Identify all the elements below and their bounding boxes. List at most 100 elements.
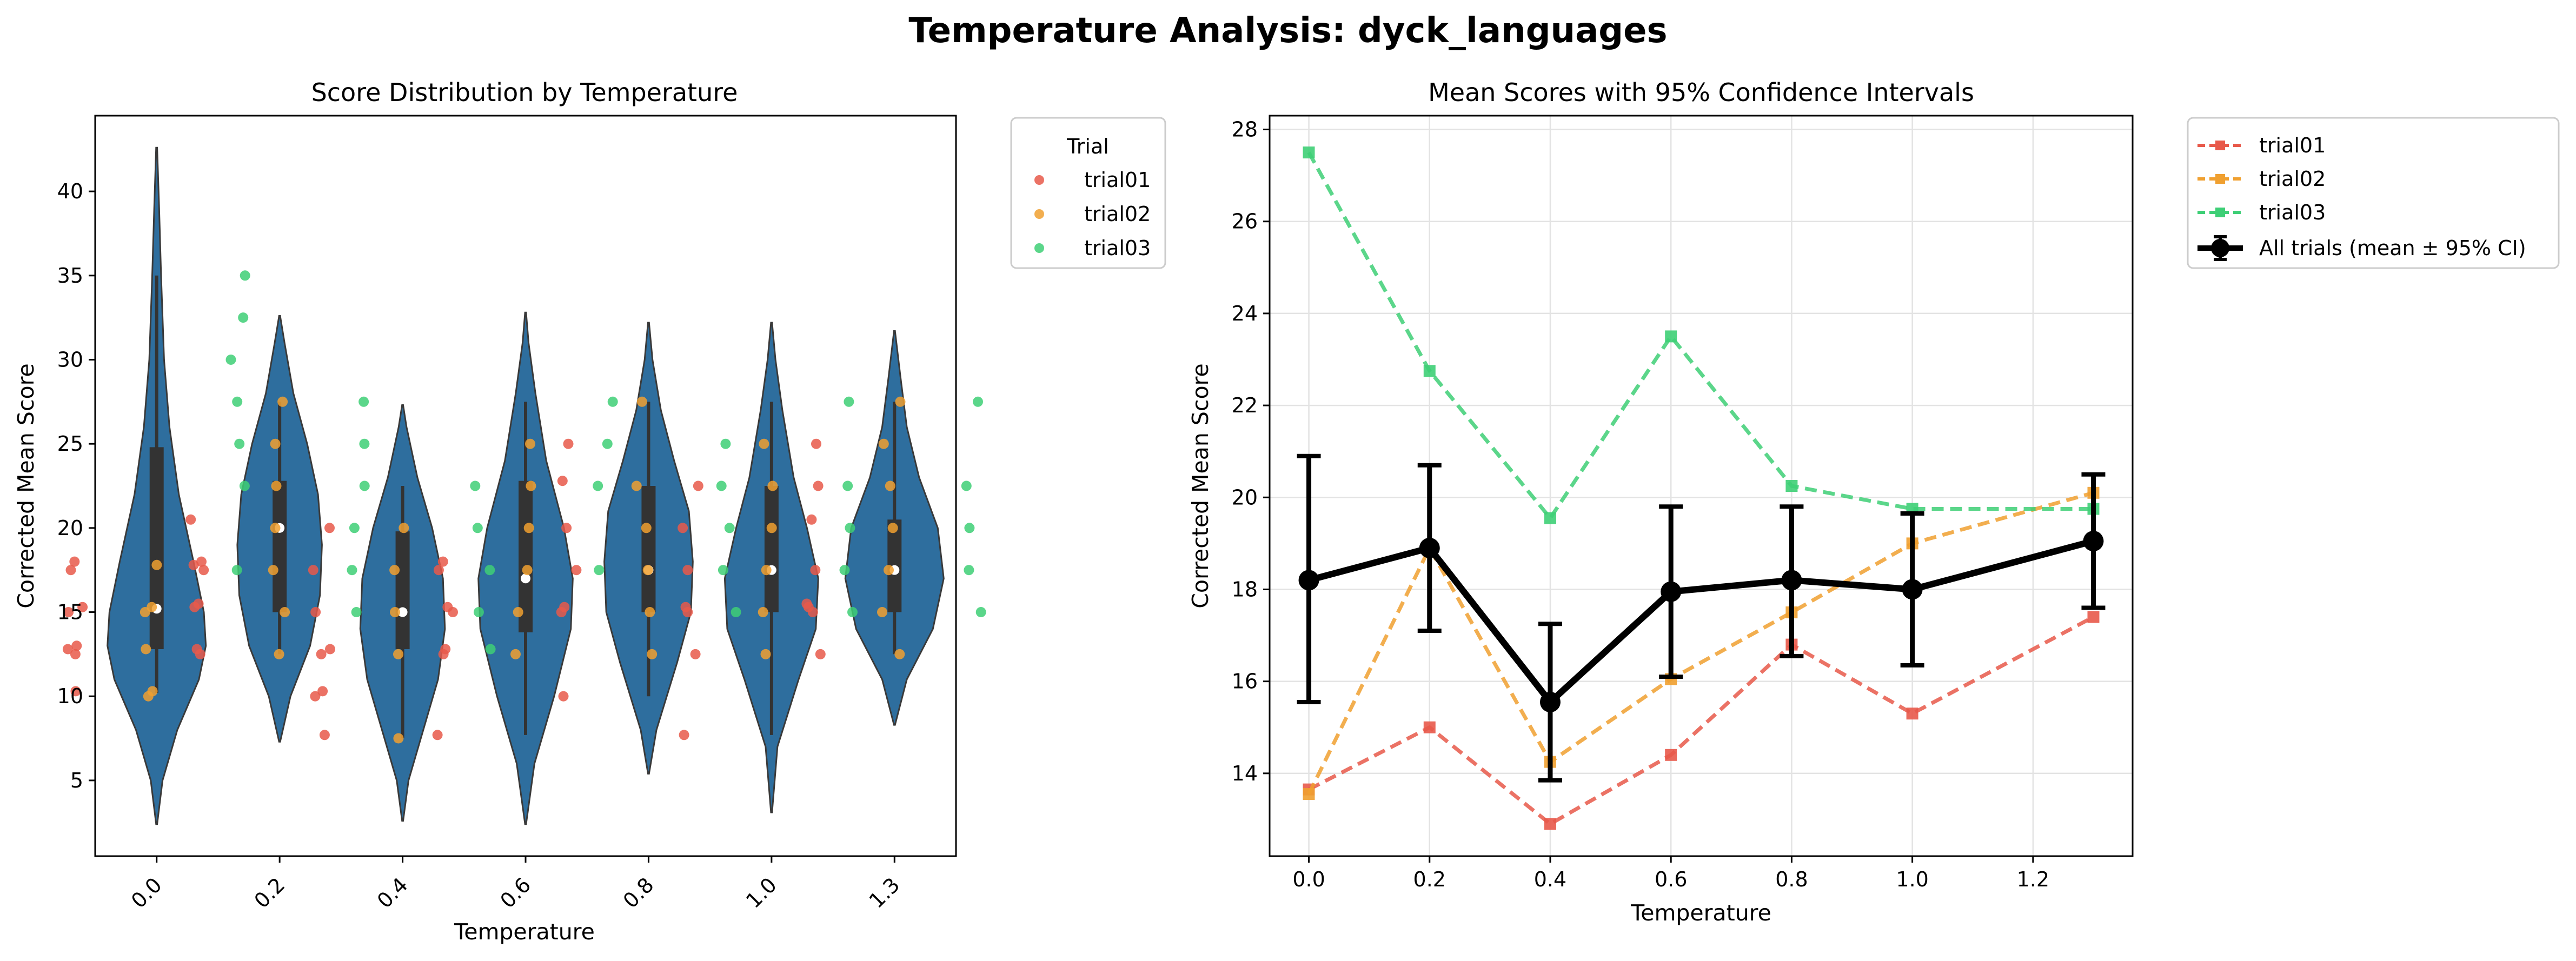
strip-point-trial01 [63,607,74,617]
strip-point-trial02 [147,602,157,612]
strip-point-trial01 [71,640,82,651]
strip-point-trial03 [351,607,362,617]
strip-point-trial02 [631,480,642,491]
aggregate-line [1307,538,2095,705]
strip-point-trial01 [196,556,207,567]
violin-iqr-box [273,480,287,612]
strip-point-trial03 [718,565,728,576]
legend-trial03-label: trial03 [1084,236,1151,260]
strip-point-trial01 [317,686,328,697]
violin-y-tick-label: 20 [57,516,83,540]
strip-point-trial03 [473,607,484,617]
strip-point-trial01 [440,644,451,655]
strip-point-trial01 [69,556,80,567]
strip-point-trial01 [310,607,321,617]
strip-point-trial02 [877,607,887,617]
strip-point-trial03 [593,480,603,491]
mean-ci-x-tick-label: 0.2 [1413,867,1446,891]
strip-point-trial01 [185,514,196,525]
mean-ci-panel-title: Mean Scores with 95% Confidence Interval… [1428,78,1974,107]
strip-point-trial01 [198,565,209,576]
series-legend: trial01 trial02 trial03 All trials (mean… [2187,117,2560,269]
trial-legend: Trial trial01 trial02 trial03 [1010,117,1166,269]
strip-point-trial01 [310,691,321,702]
strip-points [62,270,986,744]
mean-ci-y-tick-label: 26 [1232,210,1258,233]
series-line-trial02 [1307,491,2094,795]
series-point-trial01 [2087,611,2100,623]
mean-ci-x-label: Temperature [1630,900,1771,926]
strip-point-trial01 [558,691,569,702]
strip-point-trial01 [682,565,693,576]
violin-x-tick-label: 0.2 [249,873,289,913]
violin-y-label: Corrected Mean Score [13,363,39,609]
violin-x-ticks: 0.0 0.2 0.4 0.6 0.8 1.0 1.3 [127,856,904,913]
violin-y-tick-label: 35 [57,264,83,288]
trial-legend-box [1010,117,1166,269]
strip-point-trial02 [390,607,400,617]
strip-point-trial01 [433,565,444,576]
legend-series-trial01: trial01 [2197,134,2326,157]
strip-point-trial01 [693,480,703,491]
mean-ci-y-ticks: 14 16 18 20 22 24 26 28 [1232,118,1270,785]
strip-point-trial02 [760,649,771,659]
strip-point-trial02 [513,607,523,617]
strip-point-trial03 [232,396,243,407]
strip-point-trial01 [571,565,582,576]
violin-y-tick-label: 5 [70,769,83,792]
legend-series-trial03: trial03 [2197,201,2326,224]
strip-point-trial03 [239,480,250,491]
mean-ci-x-tick-label: 0.8 [1775,867,1808,891]
strip-point-trial01 [432,730,443,740]
strip-point-trial01 [563,438,574,449]
strip-point-trial02 [645,607,655,617]
strip-point-trial02 [274,649,284,659]
strip-point-trial02 [636,396,647,407]
series-legend-box [2187,117,2560,269]
strip-point-trial01 [559,602,570,612]
strip-point-trial03 [225,355,236,365]
strip-point-trial03 [240,270,250,281]
violin-x-tick-label: 0.4 [373,873,413,913]
series-point-trial02 [1303,788,1315,800]
strip-point-trial03 [472,523,483,533]
strip-point-trial01 [678,523,688,533]
series-point-trial03 [1423,365,1436,377]
strip-point-trial02 [642,565,653,576]
strip-point-trial01 [815,649,826,659]
violin-iqr-box [519,480,533,632]
violin-median-marker [397,607,408,617]
strip-point-trial02 [270,523,281,533]
legend-trial01-square-marker [2215,141,2225,150]
strip-point-trial02 [885,480,895,491]
strip-point-trial03 [964,565,974,576]
strip-point-trial03 [594,565,605,576]
violin-panel: Score Distribution by Temperature 0.0 0.2… [13,78,1166,945]
series-point-trial03 [1785,480,1798,492]
strip-point-trial02 [526,480,536,491]
strip-point-trial01 [561,523,572,533]
strip-point-trial01 [188,559,199,570]
mean-ci-x-tick-label: 0.4 [1534,867,1566,891]
mean-ci-y-tick-label: 16 [1232,670,1258,693]
strip-point-trial02 [767,480,778,491]
legend-aggregate-marker [2211,239,2229,257]
violin-iqr-box [764,486,779,612]
mean-ci-y-tick-label: 22 [1232,393,1258,417]
strip-point-trial01 [557,476,568,486]
strip-point-trial03 [349,523,360,533]
mean-ci-x-tick-label: 1.2 [2017,867,2049,891]
trial-series-lines [1303,146,2100,830]
strip-point-trial01 [324,523,335,533]
strip-point-trial01 [811,438,821,449]
strip-point-trial02 [141,644,151,655]
strip-point-trial02 [270,438,281,449]
series-point-trial01 [1544,818,1556,830]
aggregate-point [1539,691,1561,712]
strip-point-trial03 [358,396,369,407]
legend-trial02-label: trial02 [1084,202,1151,226]
strip-point-trial02 [522,565,533,576]
violin-iqr-box [395,531,410,650]
strip-point-trial02 [151,559,162,570]
